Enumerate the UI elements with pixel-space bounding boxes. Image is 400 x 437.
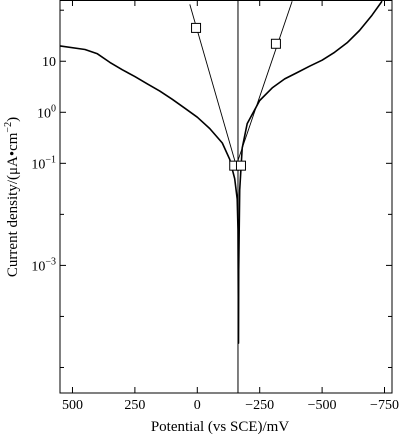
x-tick-label: 0 bbox=[194, 398, 201, 413]
y-tick-label: 10 bbox=[42, 55, 56, 70]
cathodic-tafel-line bbox=[235, 1, 293, 166]
tafel-marker bbox=[191, 22, 202, 33]
x-axis-title: Potential (vs SCE)/mV bbox=[151, 419, 290, 435]
x-tick-label: −500 bbox=[308, 398, 337, 413]
tafel-marker bbox=[270, 38, 281, 49]
polarization-curve bbox=[59, 0, 383, 344]
y-axis-title: Current density/(μA•cm−2) bbox=[3, 117, 21, 277]
x-tick-label: −750 bbox=[370, 398, 399, 413]
intersection-marker bbox=[235, 160, 246, 171]
x-tick-label: 250 bbox=[124, 398, 145, 413]
x-tick-label: 500 bbox=[62, 398, 83, 413]
y-tick-label: 10−1 bbox=[31, 154, 56, 172]
plot-frame bbox=[59, 0, 393, 394]
y-tick-label: 10−3 bbox=[31, 256, 56, 274]
x-tick-label: −250 bbox=[245, 398, 274, 413]
y-tick-label: 100 bbox=[37, 103, 56, 121]
